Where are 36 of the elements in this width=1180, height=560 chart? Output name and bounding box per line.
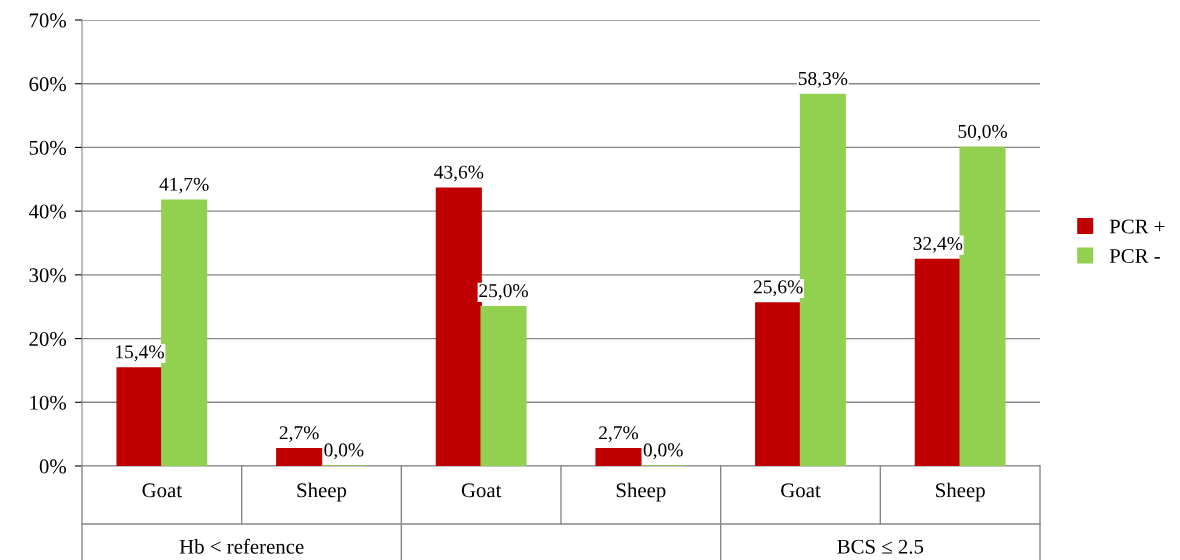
data-label: 2,7% (279, 426, 319, 443)
y-tick-label: 20% (29, 331, 67, 347)
data-label: 41,7% (159, 177, 209, 194)
x-tick-label: Goat (461, 483, 502, 498)
y-tick-label: 10% (30, 395, 67, 410)
y-tick-label: 0% (39, 459, 67, 474)
y-tick-label: 40% (28, 204, 67, 219)
data-label: 43,6% (434, 165, 484, 182)
bar (116, 367, 163, 466)
data-label: 32,4% (913, 236, 963, 253)
data-label: 25,0% (479, 284, 528, 301)
text: BCS ≤ 2.5 (837, 539, 924, 554)
y-tick-label: 50% (29, 140, 67, 155)
legend-label: PCR + (1109, 219, 1165, 234)
text: Hb < reference (179, 538, 304, 554)
y-tick-label: 30% (29, 268, 67, 283)
x-tick-label: Goat (781, 483, 821, 498)
legend-label: PCR - (1109, 249, 1160, 263)
bar (595, 448, 642, 466)
data-label: 25,6% (753, 280, 803, 297)
data-label: 50,0% (958, 124, 1007, 141)
bar (914, 258, 961, 466)
y-tick-label: 70% (29, 13, 67, 28)
data-label: 0,0% (324, 443, 364, 460)
bar (276, 448, 323, 466)
bar (480, 306, 527, 466)
data-label: 15,4% (116, 345, 164, 362)
y-tick-label: 60% (29, 77, 67, 92)
x-tick-label: Goat (142, 483, 182, 498)
data-label: 0,0% (643, 443, 683, 460)
data-label: 2,7% (599, 426, 639, 443)
x-tick-label: Sheep (297, 482, 347, 502)
data-label: 58,3% (798, 71, 848, 88)
bar (755, 302, 802, 466)
x-tick-label: Sheep (616, 482, 666, 502)
x-tick-label: Sheep (936, 482, 985, 502)
